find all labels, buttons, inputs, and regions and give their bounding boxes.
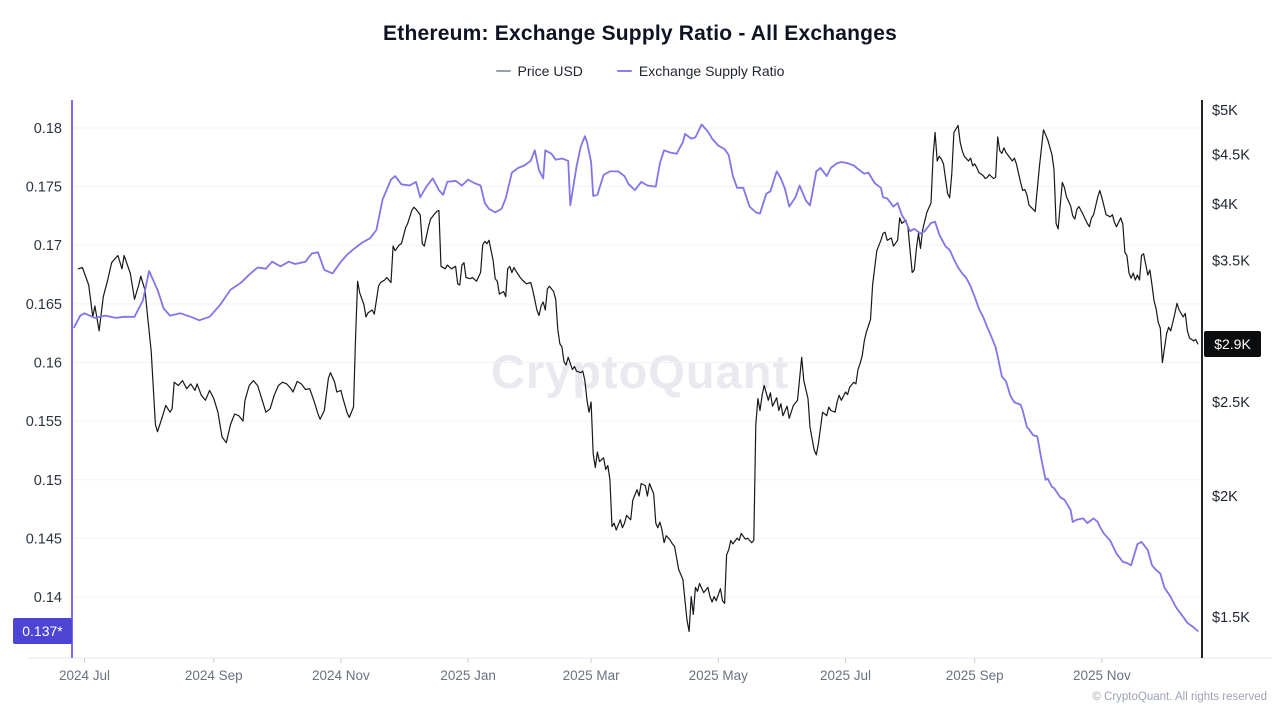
cryptoquant-watermark: CryptoQuant <box>490 345 790 398</box>
ratio-tick-label: 0.18 <box>34 121 62 137</box>
series-line-price-usd[interactable] <box>77 124 1199 633</box>
x-tick-label: 2024 Nov <box>312 668 370 683</box>
price-current-value-badge: $2.9K <box>1204 331 1261 357</box>
ratio-line-swatch <box>616 70 632 72</box>
legend-label-ratio: Exchange Supply Ratio <box>638 63 785 79</box>
legend-item-ratio[interactable]: Exchange Supply Ratio <box>616 63 785 79</box>
ratio-current-value-badge: 0.137* <box>13 618 72 644</box>
price-tick-label: $4.5K <box>1212 147 1250 163</box>
x-tick-label: 2024 Jul <box>59 668 110 683</box>
x-tick-label: 2025 May <box>689 668 749 683</box>
ratio-tick-label: 0.15 <box>34 473 62 489</box>
ratio-tick-label: 0.175 <box>26 180 62 196</box>
legend-item-price[interactable]: Price USD <box>495 63 583 79</box>
price-tick-label: $5K <box>1212 103 1238 119</box>
price-tick-label: $3.5K <box>1212 253 1250 269</box>
price-tick-label: $2.5K <box>1212 395 1250 411</box>
x-tick-label: 2025 Jul <box>820 668 871 683</box>
series-line-exchange-supply-ratio[interactable] <box>73 123 1199 632</box>
legend-label-price: Price USD <box>517 63 583 79</box>
price-line-swatch <box>495 70 511 72</box>
page-title: Ethereum: Exchange Supply Ratio - All Ex… <box>383 22 897 45</box>
ratio-tick-label: 0.145 <box>26 531 62 547</box>
legend: Price USD Exchange Supply Ratio <box>0 63 1280 79</box>
copyright-note: © CryptoQuant. All rights reserved <box>1092 691 1267 703</box>
ratio-tick-label: 0.16 <box>34 356 62 372</box>
ratio-tick-label: 0.165 <box>26 297 62 313</box>
x-tick-label: 2025 Jan <box>440 668 496 683</box>
price-tick-label: $4K <box>1212 197 1238 213</box>
x-tick-label: 2025 Mar <box>563 668 621 683</box>
x-tick-label: 2025 Sep <box>946 668 1004 683</box>
ratio-tick-label: 0.155 <box>26 414 62 430</box>
x-tick-label: 2025 Nov <box>1073 668 1131 683</box>
ratio-tick-label: 0.17 <box>34 238 62 254</box>
price-tick-label: $1.5K <box>1212 610 1250 626</box>
price-tick-label: $2K <box>1212 489 1238 505</box>
x-tick-label: 2024 Sep <box>185 668 243 683</box>
ratio-tick-label: 0.14 <box>34 590 62 606</box>
